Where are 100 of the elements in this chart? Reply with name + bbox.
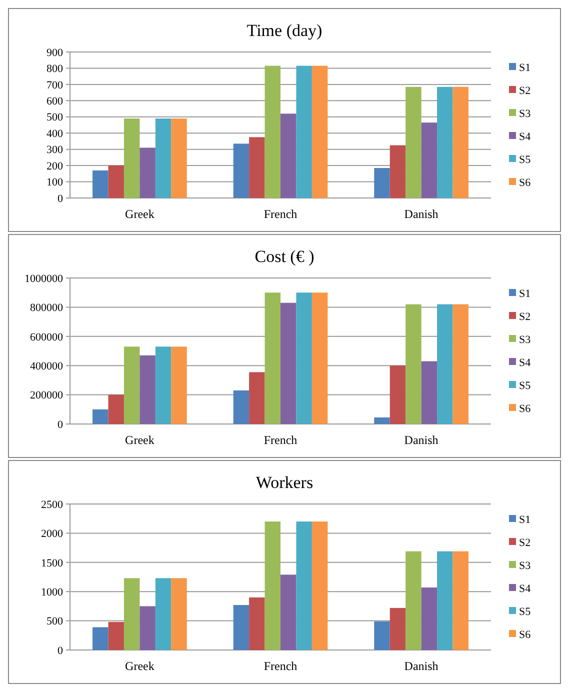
- y-tick-label: 100: [46, 176, 64, 189]
- legend-label: S2: [519, 310, 531, 323]
- y-tick-label: 500: [46, 616, 64, 628]
- bar: [390, 608, 406, 650]
- legend-label: S3: [519, 108, 532, 120]
- bar: [171, 578, 187, 650]
- chart-title: Workers: [256, 473, 314, 492]
- x-tick-label: French: [264, 433, 298, 447]
- y-tick-label: 200: [46, 160, 64, 172]
- bar: [421, 122, 438, 198]
- bar: [374, 417, 390, 424]
- bar: [296, 522, 312, 650]
- y-tick-label: 0: [58, 418, 64, 431]
- bar: [296, 292, 312, 424]
- bar: [374, 621, 390, 650]
- bar: [92, 170, 108, 198]
- bar: [140, 606, 156, 650]
- bar: [108, 166, 124, 198]
- bar: [171, 118, 187, 198]
- bar: [264, 292, 280, 424]
- y-tick-label: 500: [46, 112, 64, 124]
- y-tick-label: 200000: [30, 390, 64, 402]
- legend-label: S3: [519, 560, 532, 572]
- bar: [452, 304, 468, 424]
- y-tick-label: 300: [46, 144, 64, 156]
- bar: [312, 522, 328, 650]
- bar: [296, 66, 312, 198]
- y-tick-label: 900: [46, 46, 64, 59]
- bar: [155, 346, 172, 424]
- bar: [264, 66, 280, 198]
- x-tick-label: Danish: [404, 207, 438, 221]
- legend-label: S6: [519, 176, 532, 189]
- x-tick-label: Danish: [404, 433, 438, 447]
- y-tick-label: 2500: [41, 498, 64, 511]
- bar: [140, 148, 156, 198]
- bar: [406, 551, 422, 650]
- bar: [233, 605, 250, 650]
- bar: [280, 114, 296, 198]
- x-tick-label: Greek: [125, 207, 154, 221]
- bar: [437, 551, 453, 650]
- bar: [374, 168, 390, 198]
- legend-label: S2: [519, 536, 531, 549]
- legend-label: S5: [519, 380, 532, 392]
- y-tick-label: 2000: [41, 528, 64, 540]
- bar: [124, 346, 140, 424]
- bar: [390, 366, 406, 424]
- legend-label: S5: [519, 154, 532, 166]
- y-tick-label: 600: [46, 96, 64, 108]
- y-tick-label: 1000: [41, 586, 64, 598]
- y-tick-label: 600000: [30, 331, 64, 344]
- bar: [421, 588, 438, 650]
- chart-title: Time (day): [246, 21, 322, 40]
- bar: [233, 144, 250, 198]
- bar: [108, 394, 124, 424]
- y-tick-label: 700: [46, 79, 64, 92]
- bar: [452, 551, 468, 650]
- bar: [390, 145, 406, 198]
- bar: [437, 304, 453, 424]
- x-tick-label: French: [264, 659, 298, 673]
- y-tick-label: 1000000: [24, 272, 64, 285]
- legend-label: S3: [519, 334, 532, 346]
- bar: [233, 390, 250, 424]
- bar: [312, 66, 328, 198]
- bar: [406, 304, 422, 424]
- bar: [280, 302, 296, 424]
- legend-label: S4: [519, 356, 532, 369]
- y-tick-label: 0: [58, 644, 64, 657]
- legend-label: S6: [519, 402, 532, 415]
- y-tick-label: 800: [46, 63, 64, 76]
- x-tick-label: Danish: [404, 659, 438, 673]
- legend-label: S1: [519, 62, 531, 74]
- bar: [155, 578, 172, 650]
- chart-title: Cost (€ ): [254, 247, 314, 266]
- y-tick-label: 800000: [30, 302, 64, 314]
- bar: [155, 118, 172, 198]
- bar: [92, 409, 108, 424]
- bar: [249, 372, 265, 424]
- bar: [264, 522, 280, 650]
- legend-label: S6: [519, 628, 532, 641]
- legend-label: S5: [519, 606, 532, 618]
- bar: [171, 346, 187, 424]
- bar: [406, 86, 422, 198]
- bar: [140, 355, 156, 424]
- bar: [124, 118, 140, 198]
- y-tick-label: 400: [46, 128, 64, 140]
- y-tick-label: 400000: [30, 360, 64, 372]
- bar: [421, 361, 438, 424]
- bar: [92, 627, 108, 650]
- bar: [437, 86, 453, 198]
- x-tick-label: Greek: [125, 433, 154, 447]
- legend-label: S4: [519, 130, 532, 143]
- bar: [280, 574, 296, 650]
- y-tick-label: 0: [58, 192, 64, 205]
- legend-label: S4: [519, 582, 532, 595]
- x-tick-label: Greek: [125, 659, 154, 673]
- legend-label: S2: [519, 84, 531, 97]
- bar: [452, 86, 468, 198]
- bar: [312, 292, 328, 424]
- bar: [249, 597, 265, 650]
- legend-label: S1: [519, 288, 531, 300]
